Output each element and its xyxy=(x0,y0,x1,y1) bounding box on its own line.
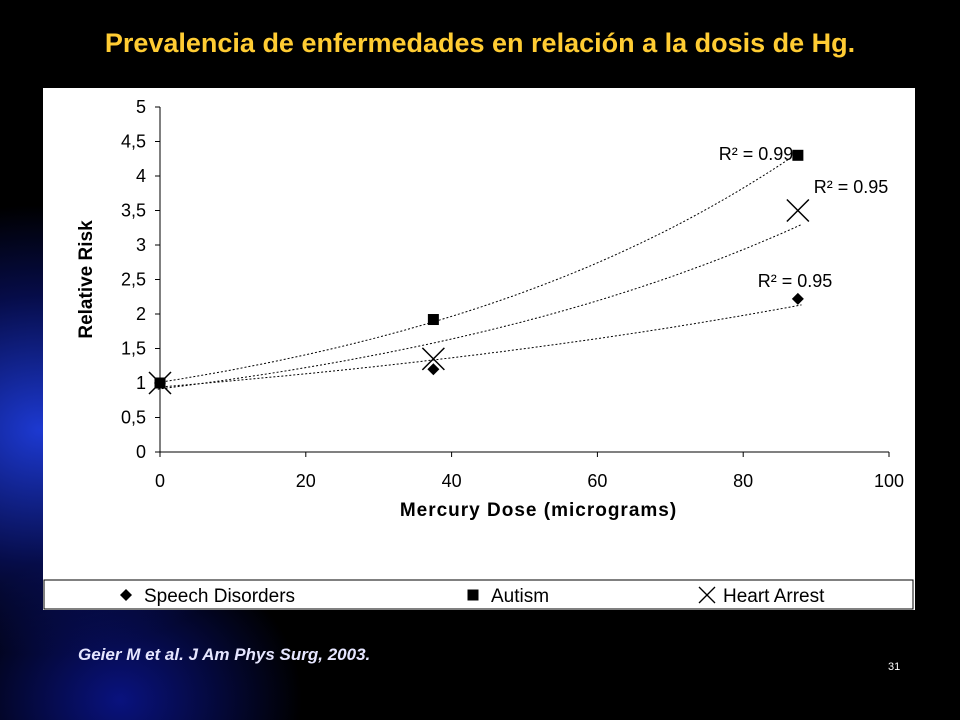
x-tick-label: 0 xyxy=(155,471,165,491)
x-tick-label: 20 xyxy=(296,471,316,491)
y-axis-title: Relative Risk xyxy=(76,220,97,339)
y-tick-label: 4,5 xyxy=(121,132,146,152)
citation: Geier M et al. J Am Phys Surg, 2003. xyxy=(78,645,371,664)
data-point-autism xyxy=(792,149,804,161)
y-tick-label: 3,5 xyxy=(121,201,146,221)
r2-label: R² = 0.99 xyxy=(719,144,794,164)
legend-marker xyxy=(698,586,716,604)
legend-marker xyxy=(467,589,479,601)
x-marker-stroke xyxy=(698,586,716,604)
legend-marker xyxy=(120,589,132,601)
data-point-speech-disorders xyxy=(791,292,804,305)
trendline-speech-disorders xyxy=(157,304,802,388)
data-point-heart-arrest xyxy=(786,198,810,223)
x-marker-stroke xyxy=(421,347,445,371)
x-marker-stroke xyxy=(786,198,810,223)
slide-title: Prevalencia de enfermedades en relación … xyxy=(104,28,856,58)
x-axis-title: Mercury Dose (micrograms) xyxy=(400,500,677,521)
data-point-autism xyxy=(427,314,439,326)
y-tick-label: 5 xyxy=(136,97,146,117)
data-point-heart-arrest xyxy=(148,371,172,395)
data-point-heart-arrest xyxy=(421,347,445,371)
y-tick-label: 2 xyxy=(136,304,146,324)
y-tick-label: 0 xyxy=(136,442,146,462)
r2-label: R² = 0.95 xyxy=(814,177,889,197)
legend-label: Autism xyxy=(491,586,549,607)
y-tick-label: 0,5 xyxy=(121,408,146,428)
x-tick-label: 80 xyxy=(733,471,753,491)
y-tick-label: 2,5 xyxy=(121,270,146,290)
y-tick-label: 4 xyxy=(136,166,146,186)
x-tick-label: 60 xyxy=(587,471,607,491)
trendline-heart-arrest xyxy=(157,224,802,390)
chart-panel: 0 0,5 1 1,5 2 2,5 3 3,5 4 4,5 5 0 20 40 60 80 100 Mercury… xyxy=(43,88,915,610)
y-tick-label: 3 xyxy=(136,235,146,255)
legend-label: Heart Arrest xyxy=(723,586,825,607)
legend-box xyxy=(43,579,914,610)
x-tick-label: 40 xyxy=(442,471,462,491)
trendline-autism xyxy=(157,150,802,384)
y-tick-label: 1 xyxy=(136,373,146,393)
page-number: 31 xyxy=(888,661,901,673)
x-tick-label: 100 xyxy=(874,471,904,491)
legend-label: Speech Disorders xyxy=(144,586,295,607)
x-marker-stroke xyxy=(148,371,172,395)
y-tick-label: 1,5 xyxy=(121,339,146,359)
r2-label: R² = 0.95 xyxy=(758,271,833,291)
chart-svg: 0 0,5 1 1,5 2 2,5 3 3,5 4 4,5 5 0 20 40 60 80 100 Mercury… xyxy=(43,97,914,610)
data-point-speech-disorders xyxy=(427,363,440,376)
